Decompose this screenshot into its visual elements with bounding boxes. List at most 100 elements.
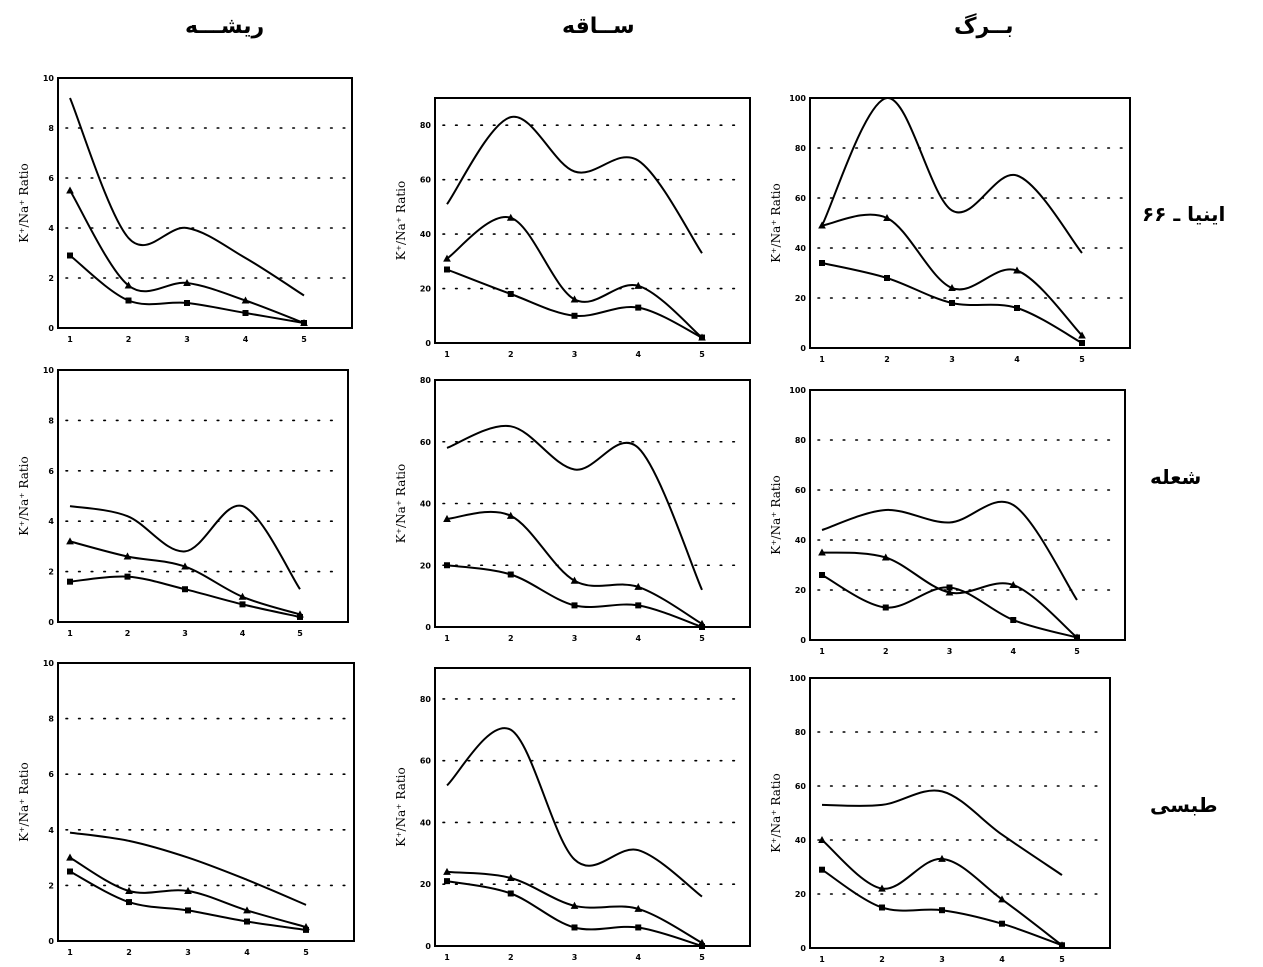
series-line: [446, 268, 703, 339]
series-line: [69, 504, 301, 590]
y-tick-label: 60: [795, 782, 807, 791]
y-axis-label: K⁺/Na⁺ Ratio: [17, 456, 31, 536]
x-tick-label: 5: [1059, 955, 1065, 964]
y-axis-label: K⁺/Na⁺ Ratio: [17, 163, 31, 243]
data-point: [183, 278, 191, 286]
data-point: [999, 920, 1005, 927]
x-tick-label: 3: [572, 350, 578, 359]
plot-frame: [809, 677, 1111, 949]
chart-inia-stem: 0 20 40 60 80 1 2 3 4 5 K⁺/Na⁺ Ratio: [394, 97, 751, 359]
data-point: [949, 300, 955, 306]
data-point: [185, 907, 191, 914]
data-point: [818, 835, 826, 843]
y-tick-label: 40: [795, 836, 807, 845]
data-point: [635, 304, 642, 311]
data-point: [879, 904, 885, 911]
y-axis-label: K⁺/Na⁺ Ratio: [17, 762, 31, 842]
data-point: [819, 866, 825, 873]
y-tick-label: 80: [420, 121, 432, 130]
x-tick-label: 1: [67, 948, 73, 957]
y-tick-label: 6: [48, 467, 54, 476]
data-point: [819, 572, 825, 578]
y-tick-label: 100: [789, 674, 806, 683]
data-point: [444, 266, 450, 273]
data-point: [571, 312, 578, 319]
y-tick-label: 20: [420, 285, 432, 294]
y-tick-label: 20: [795, 586, 807, 595]
y-tick-label: 8: [48, 124, 54, 133]
y-tick-label: 80: [795, 728, 807, 737]
data-point: [238, 592, 247, 600]
x-tick-label: 4: [635, 953, 641, 962]
x-tick-label: 1: [444, 953, 450, 962]
y-tick-label: 0: [800, 636, 806, 645]
y-tick-label: 4: [48, 224, 54, 233]
data-point: [818, 221, 826, 229]
data-point: [881, 553, 890, 561]
chart-tabasi-leaf: 0 20 40 60 80 100 1 2 3 4 5 K⁺/Na⁺ Ratio: [769, 674, 1111, 964]
y-tick-label: 20: [795, 890, 807, 899]
y-tick-label: 0: [48, 618, 54, 627]
x-tick-label: 4: [999, 955, 1005, 964]
data-point: [938, 854, 946, 862]
series-line: [821, 96, 1083, 254]
data-point: [818, 548, 826, 556]
data-point: [297, 613, 303, 620]
data-point: [444, 878, 450, 885]
data-point: [1074, 634, 1080, 641]
y-tick-label: 80: [795, 144, 807, 153]
x-tick-label: 4: [635, 350, 641, 359]
y-tick-label: 40: [420, 230, 432, 239]
data-point: [570, 295, 579, 303]
x-tick-label: 1: [444, 634, 450, 643]
series-line: [446, 216, 703, 339]
series-line: [69, 97, 305, 297]
y-tick-label: 0: [800, 344, 806, 353]
data-point: [1013, 266, 1021, 274]
y-tick-label: 10: [43, 366, 55, 375]
x-tick-label: 5: [1079, 355, 1085, 364]
data-point: [570, 901, 579, 909]
x-tick-label: 1: [819, 955, 825, 964]
data-point: [1014, 305, 1020, 311]
y-tick-label: 4: [48, 517, 54, 526]
y-axis-label: K⁺/Na⁺ Ratio: [394, 464, 408, 544]
data-point: [182, 586, 188, 593]
series-line: [821, 500, 1078, 601]
x-tick-label: 4: [635, 634, 641, 643]
data-point: [443, 254, 451, 262]
chart-tabasi-stem: 0 20 40 60 80 1 2 3 4 5 K⁺/Na⁺ Ratio: [394, 667, 751, 962]
x-tick-label: 4: [1010, 647, 1016, 656]
y-tick-label: 2: [48, 274, 54, 283]
data-point: [181, 562, 189, 570]
row-label-tabasi: طبسی: [1150, 793, 1218, 817]
data-point: [66, 537, 74, 545]
y-tick-label: 40: [420, 500, 432, 509]
x-tick-label: 5: [297, 629, 303, 638]
data-point: [699, 334, 705, 341]
data-point: [882, 604, 889, 611]
x-tick-label: 4: [244, 948, 250, 957]
y-tick-label: 60: [420, 438, 432, 447]
series-line: [446, 564, 703, 628]
data-point: [443, 867, 451, 875]
data-point: [1059, 942, 1065, 949]
data-point: [507, 291, 514, 297]
data-point: [444, 562, 450, 569]
data-point: [244, 918, 250, 925]
data-point: [241, 296, 250, 304]
y-tick-label: 60: [795, 486, 807, 495]
data-point: [946, 584, 953, 591]
x-tick-label: 2: [126, 335, 132, 344]
y-tick-label: 20: [420, 880, 432, 889]
data-point: [239, 601, 246, 608]
y-tick-label: 100: [789, 386, 806, 395]
series-line: [821, 213, 1083, 337]
chart-inia-leaf: 0 20 40 60 80 100 1 2 3 4 5 K⁺/Na⁺ Ratio: [769, 94, 1131, 364]
data-point: [1009, 580, 1018, 588]
column-title-root: ریشـــه: [185, 14, 265, 39]
data-point: [884, 275, 890, 281]
